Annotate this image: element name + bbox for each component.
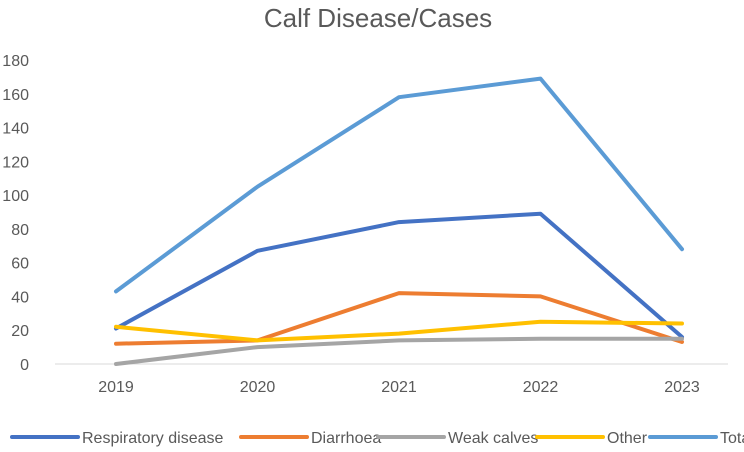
x-tick-label: 2022 xyxy=(523,379,559,396)
y-tick-label: 100 xyxy=(2,188,29,205)
series-line-diarrhoea xyxy=(114,291,684,346)
y-tick-label: 120 xyxy=(2,154,29,171)
x-tick-label: 2023 xyxy=(664,379,700,396)
series-line-respiratory-disease xyxy=(114,211,684,339)
series-line-weak-calves xyxy=(114,336,684,366)
y-tick-label: 160 xyxy=(2,87,29,104)
y-tick-label: 40 xyxy=(11,289,29,306)
x-tick-label: 2020 xyxy=(240,379,276,396)
y-axis-ticks: 0 20 40 60 80 100 120 140 160 180 xyxy=(2,53,29,374)
legend-label: Total xyxy=(720,430,744,447)
series-line-total xyxy=(114,76,684,294)
x-axis-ticks: 2019 2020 2021 2022 2023 xyxy=(98,379,700,396)
legend-label: Other xyxy=(607,430,648,447)
legend-label: Diarrhoea xyxy=(311,430,381,447)
series-line-other xyxy=(114,319,684,343)
y-tick-label: 140 xyxy=(2,121,29,138)
y-tick-label: 0 xyxy=(20,357,29,374)
y-tick-label: 60 xyxy=(11,256,29,273)
legend-label: Weak calves xyxy=(448,430,538,447)
y-tick-label: 80 xyxy=(11,222,29,239)
x-tick-label: 2019 xyxy=(98,379,134,396)
series-lines xyxy=(114,76,684,366)
y-tick-label: 20 xyxy=(11,323,29,340)
chart-title: Calf Disease/Cases xyxy=(264,3,492,33)
x-tick-label: 2021 xyxy=(381,379,417,396)
y-tick-label: 180 xyxy=(2,53,29,70)
legend: Respiratory disease Diarrhoea Weak calves O… xyxy=(10,430,744,447)
legend-label: Respiratory disease xyxy=(82,430,224,447)
